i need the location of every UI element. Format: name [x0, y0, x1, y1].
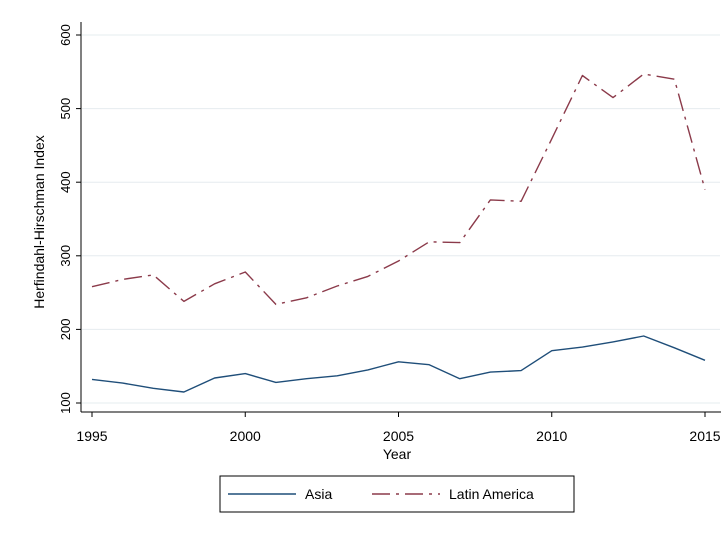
legend-label: Asia — [305, 486, 332, 502]
tick-marks — [76, 34, 706, 417]
x-tick-label: 2005 — [383, 428, 414, 444]
x-tick-label: 2000 — [230, 428, 261, 444]
y-axis-title: Herfindahl-Hirschman Index — [31, 135, 47, 309]
series-lines — [91, 73, 706, 393]
axes — [80, 22, 721, 413]
y-tick-label: 400 — [58, 171, 73, 193]
series-line-asia — [91, 335, 706, 393]
grid-lines — [82, 34, 720, 404]
legend: Asia Latin America — [219, 475, 575, 513]
x-tick-label: 1995 — [76, 428, 107, 444]
y-tick-label: 600 — [58, 24, 73, 46]
x-tick-label: 2015 — [689, 428, 720, 444]
tick-labels: 100 200 300 400 500 600 1995 2000 2005 2010 2015 — [58, 24, 721, 444]
y-tick-label: 500 — [58, 98, 73, 120]
x-tick-label: 2010 — [536, 428, 567, 444]
y-tick-label: 100 — [58, 392, 73, 414]
series-line-latin-america — [91, 73, 706, 306]
y-tick-label: 300 — [58, 245, 73, 267]
x-axis-title: Year — [383, 446, 412, 462]
plot-area — [81, 20, 721, 413]
legend-label: Latin America — [449, 486, 534, 502]
y-tick-label: 200 — [58, 319, 73, 341]
